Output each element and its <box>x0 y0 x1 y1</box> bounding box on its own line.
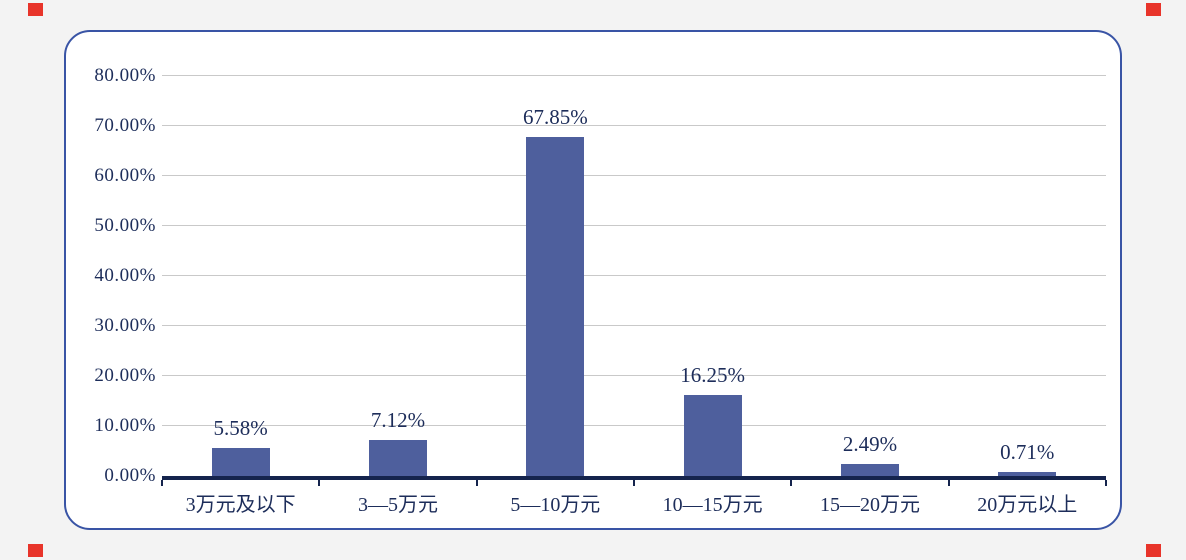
bar-slot: 0.71% <box>949 76 1106 476</box>
bar-value-label: 67.85% <box>522 104 588 129</box>
y-tick-label: 10.00% <box>94 415 156 436</box>
y-tick-label: 50.00% <box>94 215 156 236</box>
x-axis-tick <box>1105 480 1107 486</box>
bar <box>998 472 1057 476</box>
bar-value-label: 0.71% <box>1000 440 1055 465</box>
y-tick-label: 0.00% <box>104 465 156 486</box>
bar-value-label: 5.58% <box>213 416 268 441</box>
corner-marker-top-right <box>1146 3 1161 16</box>
x-axis-tick <box>475 480 478 486</box>
gridline <box>162 325 1106 326</box>
bar <box>526 136 585 476</box>
bar <box>368 440 427 476</box>
chart-card: 0.00% 10.00% 20.00% 30.00% 40.00% 50.00% 60.00… <box>64 30 1122 530</box>
x-axis-tick <box>633 480 635 486</box>
bar-value-label: 2.49% <box>842 431 898 456</box>
x-tick-label: 20万元以上 <box>977 494 1078 516</box>
x-tick-label: 15—20万元 <box>819 494 920 516</box>
x-tick-label: 3万元及以下 <box>185 494 296 516</box>
x-tick-label: 10—15万元 <box>662 494 763 516</box>
x-tick-label: 3—5万元 <box>357 494 438 516</box>
bar-slot: 2.49% <box>791 76 948 476</box>
y-tick-label: 70.00% <box>94 115 156 136</box>
gridline <box>162 125 1106 126</box>
x-tick-label: 5—10万元 <box>510 494 601 516</box>
gridline <box>162 375 1106 376</box>
bar-value-label: 16.25% <box>680 362 746 387</box>
x-axis-tick <box>318 480 321 486</box>
x-axis-tick <box>947 480 950 486</box>
bar-value-label: 7.12% <box>370 408 426 433</box>
gridline <box>162 275 1106 276</box>
bars: 5.58% 7.12% 67.85% 16.25% 2.49% 0.71% <box>162 76 1106 476</box>
y-tick-label: 60.00% <box>94 165 156 186</box>
x-axis: 3万元及以下 3—5万元 5—10万元 10—15万元 15—20万元 20万元以上 <box>162 488 1106 517</box>
gridline <box>162 425 1106 426</box>
bar-slot: 67.85% <box>477 76 634 476</box>
y-tick-label: 20.00% <box>94 365 156 386</box>
gridline <box>162 75 1106 76</box>
bar-slot: 5.58% <box>162 76 319 476</box>
y-tick-label: 80.00% <box>94 65 156 86</box>
bar <box>840 463 899 476</box>
y-axis: 0.00% 10.00% 20.00% 30.00% 40.00% 50.00% 60.00… <box>74 65 156 486</box>
bar-slot: 16.25% <box>634 76 791 476</box>
gridline <box>162 225 1106 226</box>
x-axis-tick <box>161 480 163 486</box>
corner-marker-bottom-left <box>28 544 43 557</box>
bar <box>211 448 270 476</box>
y-tick-label: 30.00% <box>94 315 156 336</box>
corner-marker-top-left <box>28 3 43 16</box>
gridline <box>162 175 1106 176</box>
plot-area: 5.58% 7.12% 67.85% 16.25% 2.49% 0.71% <box>161 75 1107 486</box>
y-tick-label: 40.00% <box>94 265 156 286</box>
corner-marker-bottom-right <box>1146 544 1161 557</box>
bar <box>683 394 742 476</box>
bar-slot: 7.12% <box>319 76 476 476</box>
x-axis-tick <box>790 480 793 486</box>
